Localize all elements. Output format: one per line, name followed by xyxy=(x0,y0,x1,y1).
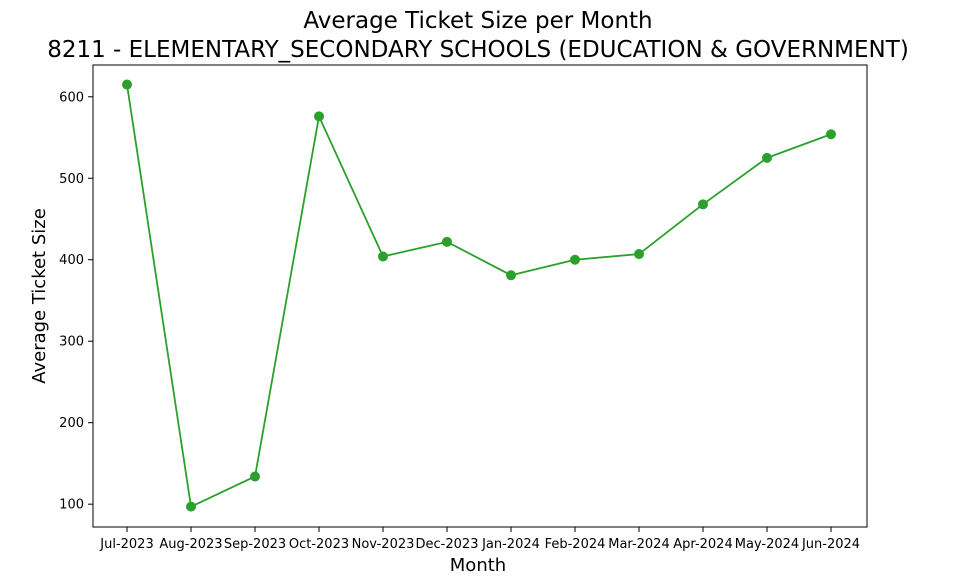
y-tick-label: 500 xyxy=(59,172,84,187)
x-tick-label: Jul-2023 xyxy=(99,537,153,552)
x-tick-label: Jun-2024 xyxy=(801,537,860,552)
data-point xyxy=(122,79,132,90)
data-point xyxy=(314,111,324,122)
data-point xyxy=(826,129,836,140)
chart-title: Average Ticket Size per Month xyxy=(303,8,652,34)
x-tick-label: Jan-2024 xyxy=(481,537,540,552)
plot-frame xyxy=(92,64,868,528)
chart-subtitle: 8211 - ELEMENTARY_SECONDARY SCHOOLS (EDU… xyxy=(47,37,909,63)
x-tick-label: Sep-2023 xyxy=(224,537,286,552)
y-tick-label: 100 xyxy=(59,498,84,513)
x-tick-label: Feb-2024 xyxy=(545,537,606,552)
x-axis-label: Month xyxy=(450,555,506,576)
x-tick-label: Aug-2023 xyxy=(159,537,222,552)
y-tick-label: 400 xyxy=(59,253,84,268)
x-tick-label: Oct-2023 xyxy=(289,537,349,552)
y-axis-label: Average Ticket Size xyxy=(29,208,50,384)
data-point xyxy=(698,199,708,210)
data-point xyxy=(250,471,260,482)
data-point xyxy=(634,249,644,260)
data-point xyxy=(570,254,580,265)
x-tick-label: Mar-2024 xyxy=(608,537,669,552)
data-point xyxy=(378,251,388,262)
x-tick-label: Dec-2023 xyxy=(416,537,479,552)
y-tick-label: 300 xyxy=(59,335,84,350)
plot-area: 100 200 300 400 500 600 Jul-2023 Aug-2023 Sep-20… xyxy=(59,64,868,552)
x-tick-label: Nov-2023 xyxy=(352,537,415,552)
data-point xyxy=(442,236,452,247)
x-tick-label: May-2024 xyxy=(735,537,799,552)
data-point xyxy=(186,501,196,512)
x-tick-label: Apr-2024 xyxy=(673,537,732,552)
series-line xyxy=(126,84,832,508)
data-point xyxy=(762,152,772,163)
y-tick-label: 200 xyxy=(59,416,84,431)
y-tick-label: 600 xyxy=(59,90,84,105)
data-point xyxy=(506,270,516,281)
